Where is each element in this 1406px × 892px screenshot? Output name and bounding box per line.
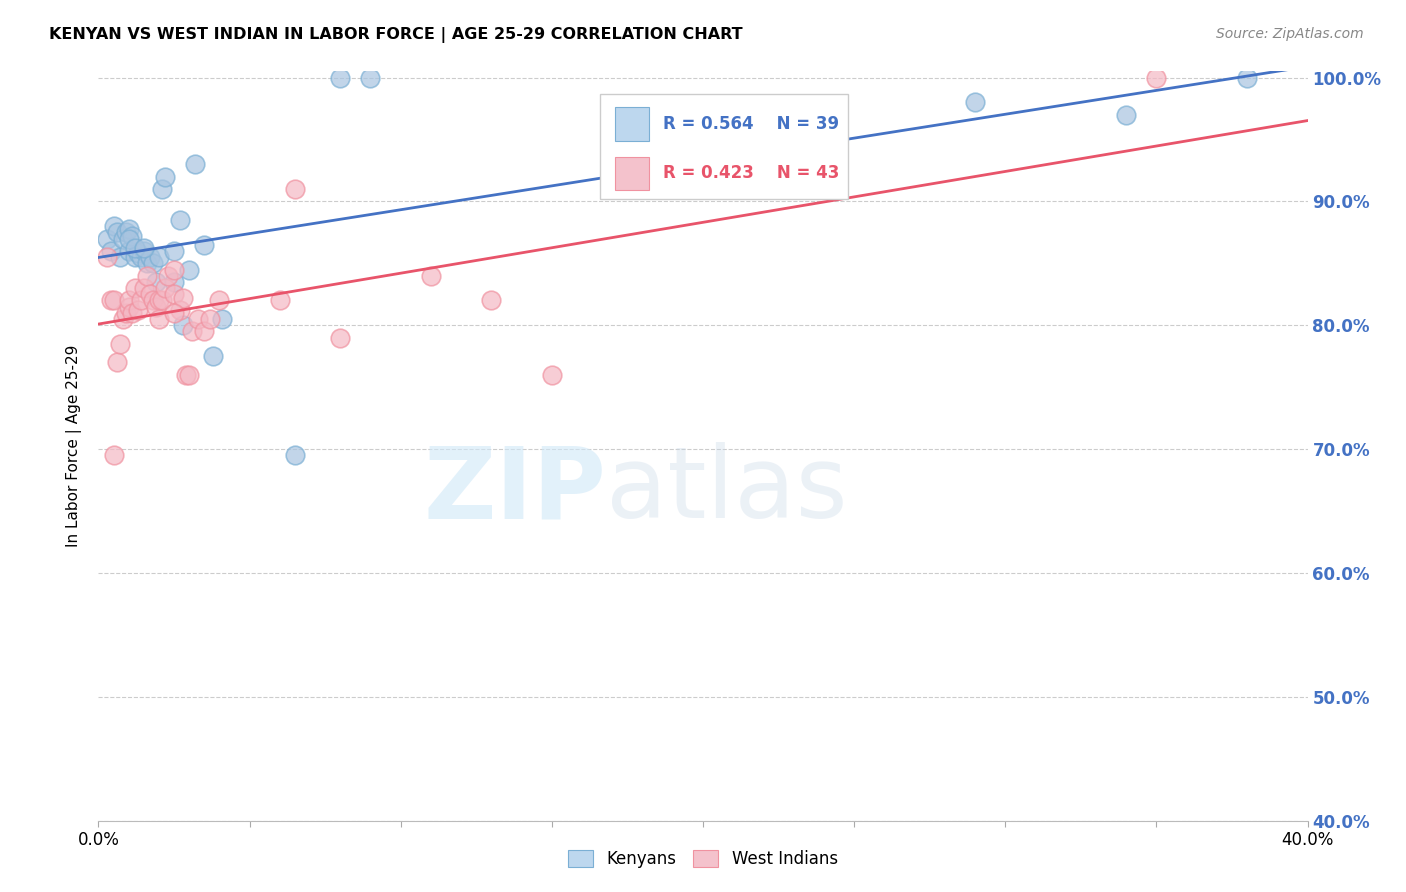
Point [172, 318, 194, 333]
Point [132, 244, 155, 258]
Point [111, 312, 134, 326]
FancyBboxPatch shape [614, 107, 648, 141]
Point [420, 268, 443, 283]
Point [100, 244, 122, 258]
Point [142, 256, 165, 270]
Point [150, 293, 173, 308]
Point [184, 157, 207, 171]
Point [179, 262, 201, 277]
Point [329, 331, 352, 345]
Point [329, 70, 352, 85]
Point [142, 293, 165, 308]
Point [540, 368, 562, 382]
Point [211, 312, 233, 326]
Point [114, 306, 136, 320]
Point [179, 368, 201, 382]
Text: KENYAN VS WEST INDIAN IN LABOR FORCE | AGE 25-29 CORRELATION CHART: KENYAN VS WEST INDIAN IN LABOR FORCE | A… [49, 27, 742, 43]
Point [174, 368, 197, 382]
Point [124, 250, 146, 264]
Point [145, 275, 167, 289]
Point [150, 182, 173, 196]
Point [360, 70, 382, 85]
Point [169, 303, 191, 318]
Point [202, 349, 225, 363]
Point [129, 293, 152, 308]
Point [96, 231, 118, 245]
Point [129, 250, 152, 264]
Point [121, 229, 143, 244]
Point [127, 246, 149, 260]
Point [118, 221, 141, 235]
FancyBboxPatch shape [614, 157, 648, 190]
Point [208, 293, 231, 308]
Point [1115, 108, 1137, 122]
Point [100, 293, 122, 308]
Point [148, 293, 170, 308]
Point [105, 225, 128, 239]
Point [163, 306, 186, 320]
Text: R = 0.564    N = 39: R = 0.564 N = 39 [664, 115, 839, 133]
Point [965, 95, 987, 110]
Point [105, 355, 128, 369]
Point [124, 242, 146, 256]
Point [193, 237, 215, 252]
Point [118, 244, 141, 258]
Point [284, 182, 307, 196]
Point [163, 244, 186, 258]
Text: R = 0.423    N = 43: R = 0.423 N = 43 [664, 164, 839, 183]
Point [108, 250, 131, 264]
Point [269, 293, 291, 308]
Point [139, 250, 162, 264]
Text: Source: ZipAtlas.com: Source: ZipAtlas.com [1216, 27, 1364, 41]
Point [114, 225, 136, 239]
Point [118, 300, 141, 314]
Point [284, 448, 307, 462]
Point [121, 306, 143, 320]
Point [111, 231, 134, 245]
Point [181, 325, 204, 339]
Point [135, 268, 157, 283]
Point [132, 242, 155, 256]
Point [118, 231, 141, 245]
Point [127, 303, 149, 318]
Point [153, 281, 176, 295]
Y-axis label: In Labor Force | Age 25-29: In Labor Force | Age 25-29 [66, 345, 83, 547]
Point [103, 219, 125, 234]
FancyBboxPatch shape [600, 94, 848, 199]
Legend: Kenyans, West Indians: Kenyans, West Indians [561, 843, 845, 875]
Point [200, 312, 222, 326]
Point [156, 268, 179, 283]
Point [169, 213, 191, 227]
Point [139, 287, 162, 301]
Point [108, 336, 131, 351]
Point [103, 293, 125, 308]
Point [145, 300, 167, 314]
Point [163, 275, 186, 289]
Point [148, 312, 170, 326]
Point [172, 291, 194, 305]
Point [1236, 70, 1258, 85]
Point [96, 250, 118, 264]
Point [124, 281, 146, 295]
Point [132, 281, 155, 295]
Point [118, 293, 141, 308]
Text: atlas: atlas [606, 442, 848, 540]
Point [153, 169, 176, 184]
Point [163, 287, 186, 301]
Point [1144, 70, 1167, 85]
Point [148, 250, 170, 264]
Text: ZIP: ZIP [423, 442, 606, 540]
Point [481, 293, 503, 308]
Point [163, 262, 186, 277]
Point [187, 312, 209, 326]
Point [193, 325, 215, 339]
Point [103, 448, 125, 462]
Point [135, 256, 157, 270]
